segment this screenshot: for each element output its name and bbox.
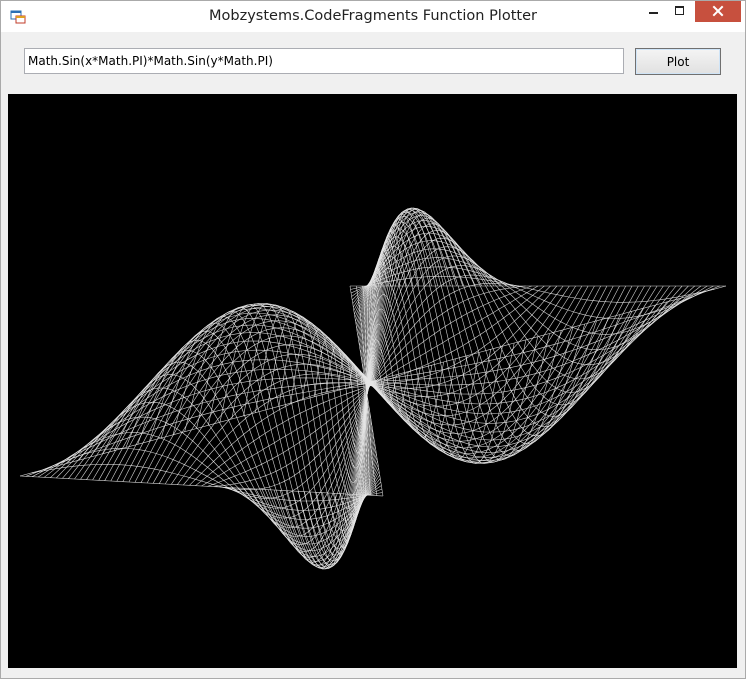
- close-icon: [712, 5, 724, 17]
- maximize-icon: [675, 6, 684, 15]
- maximize-button[interactable]: [667, 1, 693, 22]
- function-input[interactable]: [24, 48, 624, 74]
- surface-plot: [19, 207, 727, 570]
- app-window-icon: [10, 10, 26, 24]
- mesh-line-y: [349, 285, 384, 497]
- close-button[interactable]: [695, 1, 741, 22]
- plot-canvas[interactable]: [8, 94, 737, 668]
- plot-button[interactable]: Plot: [635, 48, 721, 75]
- minimize-button[interactable]: [641, 1, 667, 22]
- title-bar[interactable]: Mobzystems.CodeFragments Function Plotte…: [1, 1, 745, 32]
- wireframe-mesh: [19, 207, 727, 570]
- minimize-icon: [649, 12, 658, 14]
- function-toolbar: Plot: [8, 32, 737, 94]
- window-title: Mobzystems.CodeFragments Function Plotte…: [209, 8, 537, 24]
